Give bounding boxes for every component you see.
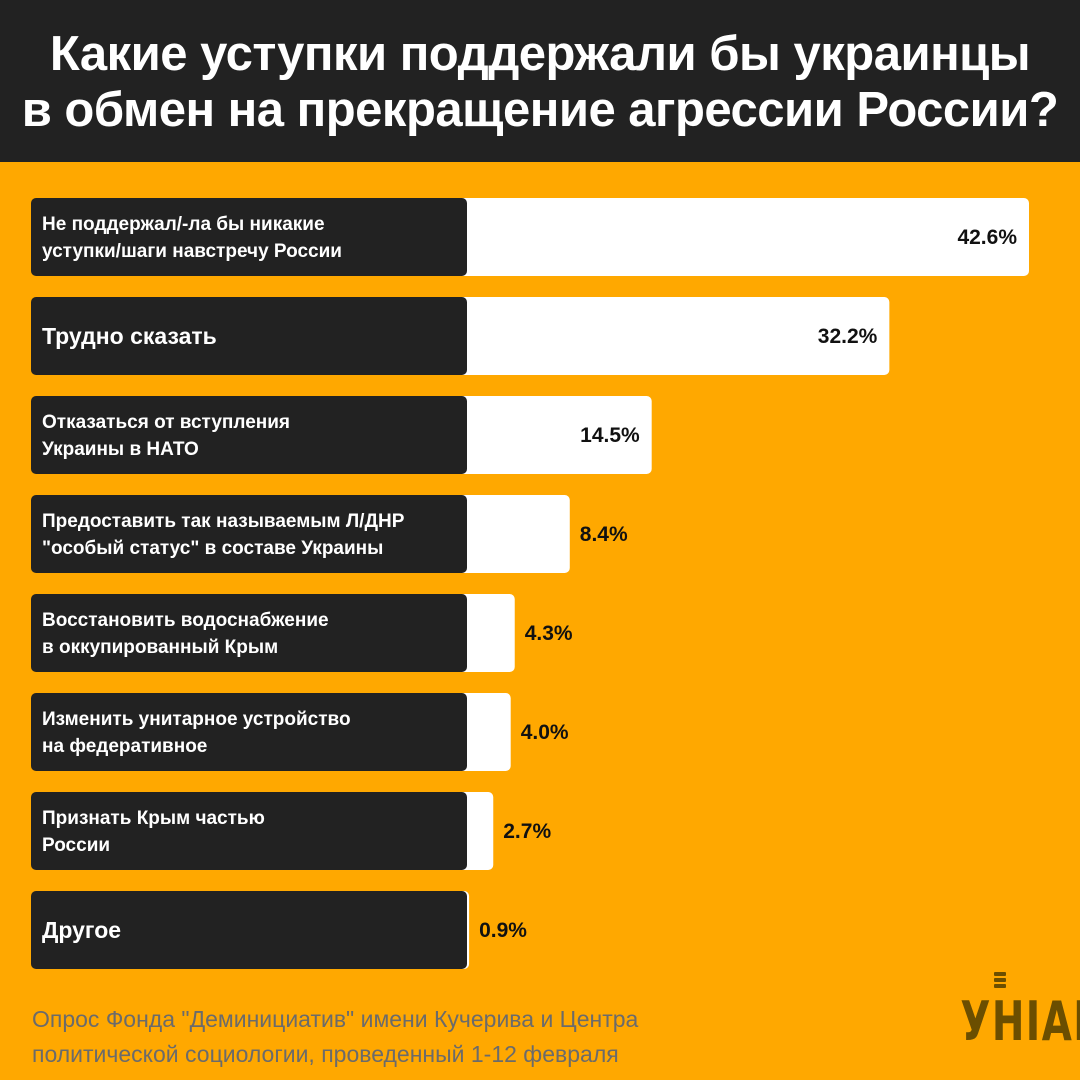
label-box-4: [31, 495, 467, 573]
value-label-4: 8.4%: [580, 523, 628, 546]
label-box-3: [31, 396, 467, 474]
source-note: Опрос Фонда "Деминициатив" имени Кучерив…: [32, 1002, 792, 1072]
value-label-1: 42.6%: [957, 226, 1017, 249]
title-line-2: в обмен на прекращение агрессии России?: [21, 83, 1059, 137]
value-label-8: 0.9%: [479, 919, 527, 942]
bar-1: [456, 198, 1029, 276]
title-line-1: Какие уступки поддержали бы украинцы: [49, 27, 1031, 81]
category-label-3-line-1: Отказаться от вступления: [42, 412, 290, 433]
label-box-6: [31, 693, 467, 771]
bar-6: [456, 693, 511, 771]
category-label-3-line-2: Украины в НАТО: [42, 439, 199, 460]
value-label-3: 14.5%: [580, 424, 640, 447]
value-label-5: 4.3%: [525, 622, 573, 645]
label-box-8: [31, 891, 467, 969]
label-box-5: [31, 594, 467, 672]
category-label-4-line-2: "особый статус" в составе Украины: [42, 538, 383, 559]
category-label-1-line-1: Не поддержал/-ла бы никакие: [42, 214, 325, 235]
category-label-2-line-1: Трудно сказать: [42, 323, 217, 349]
value-label-6: 4.0%: [521, 721, 569, 744]
category-label-6-line-1: Изменить унитарное устройство: [42, 709, 351, 730]
source-line-2: политической социологии, проведенный 1-1…: [32, 1041, 619, 1067]
logo-text: УНІАН: [960, 990, 1080, 1053]
category-label-1-line-2: уступки/шаги навстречу России: [42, 241, 342, 262]
category-label-7-line-1: Признать Крым частью: [42, 808, 265, 829]
value-label-2: 32.2%: [818, 325, 878, 348]
category-label-5-line-2: в оккупированный Крым: [42, 637, 278, 658]
bar-3: [456, 396, 652, 474]
chart-title: Какие уступки поддержали бы украинцы в о…: [0, 26, 1080, 138]
category-label-7-line-2: России: [42, 835, 110, 856]
category-label-8-line-1: Другое: [42, 917, 121, 943]
label-box-2: [31, 297, 467, 375]
category-label-4-line-1: Предоставить так называемым Л/ДНР: [42, 511, 405, 532]
bar-4: [456, 495, 570, 573]
value-label-7: 2.7%: [503, 820, 551, 843]
bar-5: [456, 594, 515, 672]
header-bar: [0, 0, 1080, 162]
bar-2: [456, 297, 890, 375]
unian-logo: УНІАН: [945, 972, 1080, 1056]
label-box-7: [31, 792, 467, 870]
category-label-5-line-1: Восстановить водоснабжение: [42, 610, 329, 631]
source-line-1: Опрос Фонда "Деминициатив" имени Кучерив…: [32, 1006, 639, 1032]
category-label-6-line-2: на федеративное: [42, 736, 207, 757]
logo-mark-icon: [994, 972, 1006, 990]
label-box-1: [31, 198, 467, 276]
